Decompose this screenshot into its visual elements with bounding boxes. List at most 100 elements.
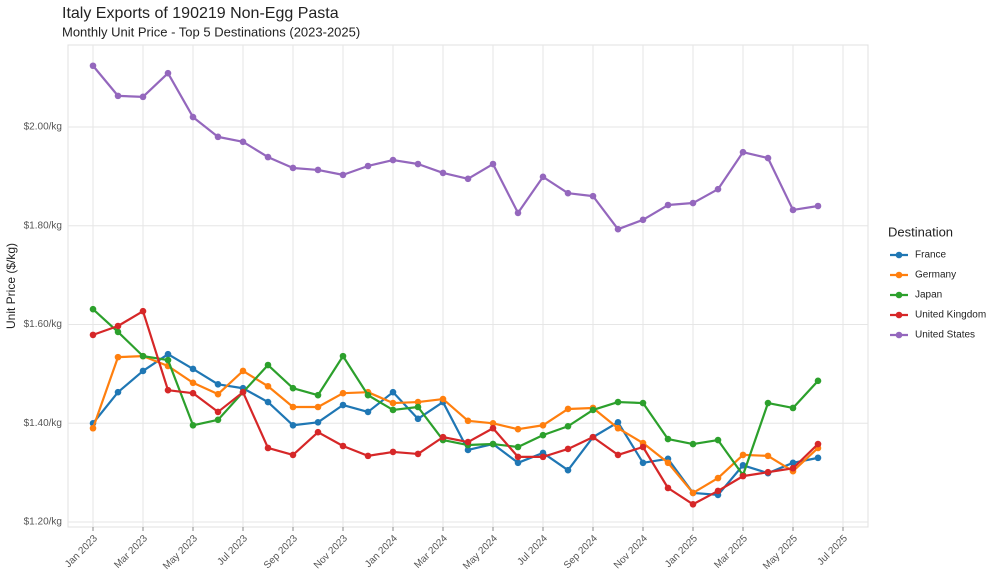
point <box>789 464 797 472</box>
point <box>714 474 722 482</box>
point <box>489 424 497 432</box>
point <box>389 406 397 414</box>
series <box>89 307 822 508</box>
point <box>539 453 547 461</box>
point <box>389 156 397 164</box>
point <box>114 388 122 396</box>
point <box>689 199 697 207</box>
chart-subtitle: Monthly Unit Price - Top 5 Destinations … <box>62 24 360 39</box>
point <box>464 438 472 446</box>
point <box>564 422 572 430</box>
point <box>539 173 547 181</box>
point <box>289 451 297 459</box>
y-tick-label: $1.80/kg <box>24 220 62 231</box>
legend-swatch-dot <box>895 291 903 299</box>
point <box>714 487 722 495</box>
point <box>389 448 397 456</box>
point <box>639 459 647 467</box>
point <box>664 201 672 209</box>
point <box>614 225 622 233</box>
point <box>689 489 697 497</box>
point <box>289 403 297 411</box>
point <box>514 443 522 451</box>
point <box>514 453 522 461</box>
point <box>264 382 272 390</box>
point <box>314 428 322 436</box>
point <box>364 391 372 399</box>
point <box>264 444 272 452</box>
point <box>689 500 697 508</box>
point <box>589 433 597 441</box>
point <box>539 421 547 429</box>
point <box>614 419 622 426</box>
point <box>314 419 322 426</box>
legend-swatch-dot <box>895 251 903 259</box>
point <box>789 459 797 467</box>
legend-swatch-dot <box>895 331 903 339</box>
line <box>92 65 819 231</box>
point <box>764 468 772 476</box>
point <box>89 424 97 432</box>
point <box>239 138 247 146</box>
point <box>739 472 747 480</box>
point <box>139 352 147 360</box>
point <box>564 445 572 453</box>
point <box>814 377 822 385</box>
point <box>664 484 672 492</box>
point <box>239 388 247 396</box>
point <box>514 425 522 433</box>
point <box>214 133 222 141</box>
plot-frame <box>67 44 869 528</box>
y-axis-label: Unit Price ($/kg) <box>4 243 18 329</box>
legend-label: Japan <box>915 290 942 301</box>
point <box>639 443 647 451</box>
point <box>114 328 122 336</box>
point <box>364 408 372 416</box>
point <box>164 69 172 77</box>
point <box>389 399 397 407</box>
grid <box>68 45 868 527</box>
point <box>314 403 322 411</box>
point <box>489 419 497 427</box>
point <box>339 171 347 179</box>
point <box>89 62 97 70</box>
point <box>664 459 672 467</box>
point <box>289 421 297 429</box>
point <box>739 461 747 469</box>
point <box>289 384 297 392</box>
point <box>189 379 197 387</box>
point <box>214 390 222 398</box>
point <box>464 446 472 454</box>
line <box>91 355 819 495</box>
y-tick-label: $1.20/kg <box>24 517 62 528</box>
point <box>814 202 822 210</box>
point <box>639 216 647 224</box>
point <box>289 164 297 172</box>
point <box>764 154 772 162</box>
point <box>264 153 272 161</box>
point <box>764 452 772 460</box>
point <box>139 93 147 101</box>
legend-label: Germany <box>915 270 956 281</box>
point <box>764 399 772 407</box>
point <box>514 459 522 467</box>
point <box>389 388 397 396</box>
point <box>439 395 447 403</box>
point <box>414 415 422 423</box>
point <box>89 305 97 313</box>
point <box>814 440 822 448</box>
point <box>414 160 422 168</box>
point <box>789 404 797 412</box>
point <box>714 185 722 193</box>
point <box>164 356 172 364</box>
point <box>689 440 697 448</box>
legend-label: United Kingdom <box>915 310 986 321</box>
point <box>314 166 322 174</box>
point <box>539 431 547 439</box>
y-tick-label: $1.60/kg <box>24 319 62 330</box>
point <box>514 209 522 217</box>
point <box>489 440 497 448</box>
point <box>614 451 622 459</box>
point <box>564 466 572 474</box>
